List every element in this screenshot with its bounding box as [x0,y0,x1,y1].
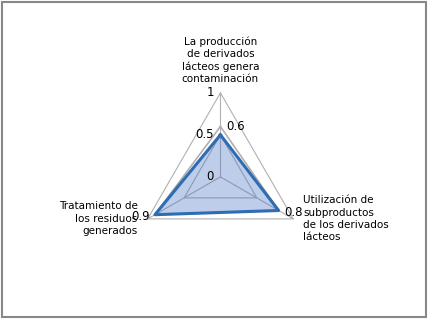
Text: 0.6: 0.6 [226,120,245,133]
Text: Utilización de
subproductos
de los derivados
lácteos: Utilización de subproductos de los deriv… [303,195,389,242]
Text: 0: 0 [206,170,214,183]
Text: 0.8: 0.8 [285,206,303,219]
Text: Tratamiento de
los residuos
generados: Tratamiento de los residuos generados [59,202,137,236]
Text: 0.5: 0.5 [195,128,214,141]
Text: 1: 1 [206,86,214,100]
Text: 0.9: 0.9 [131,211,150,224]
Text: La producción
de derivados
lácteos genera
contaminación: La producción de derivados lácteos gener… [181,36,259,85]
Polygon shape [155,135,279,215]
